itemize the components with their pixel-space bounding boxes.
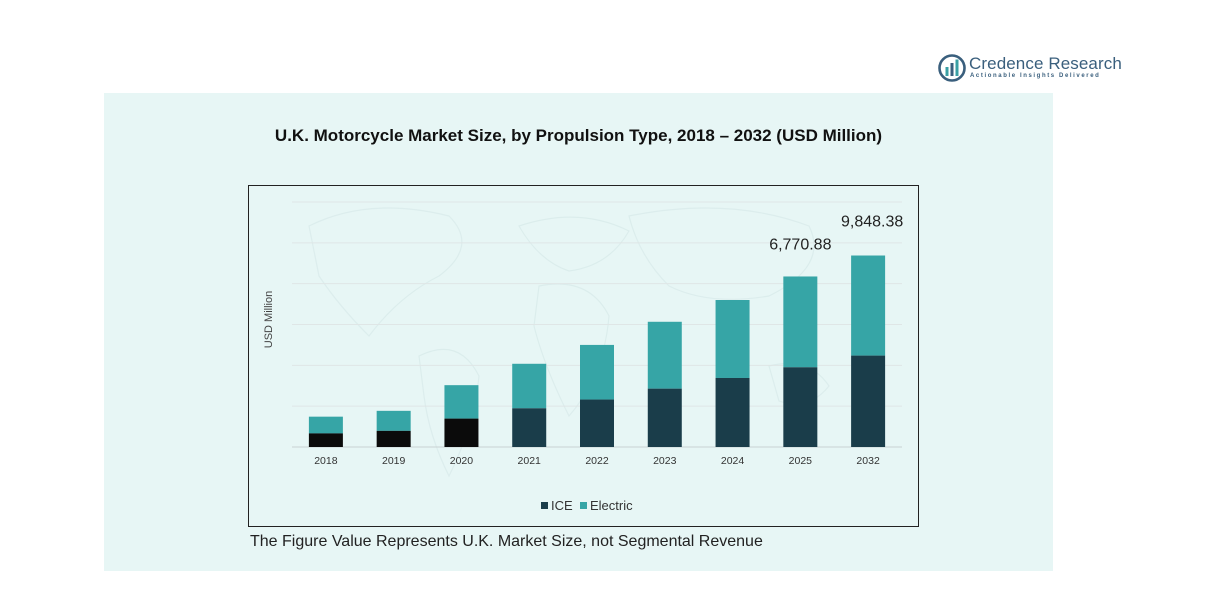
bar-electric-2020: [444, 385, 479, 419]
x-tick-label: 2020: [450, 455, 474, 467]
bar-ice-2019: [376, 430, 411, 447]
bar-electric-2023: [647, 321, 682, 389]
x-tick-label: 2023: [653, 455, 677, 467]
bar-electric-2018: [308, 416, 343, 434]
footnote: The Figure Value Represents U.K. Market …: [250, 533, 763, 550]
chart-panel: U.K. Motorcycle Market Size, by Propulsi…: [104, 93, 1053, 571]
bar-electric-2021: [512, 363, 547, 409]
bar-ice-2023: [647, 388, 682, 447]
bar-ice-2024: [715, 377, 750, 447]
x-tick-label: 2019: [382, 455, 406, 467]
world-map-watermark: [308, 207, 830, 478]
legend-label-electric: Electric: [590, 498, 633, 513]
data-label-2025: 6,770.88: [769, 236, 831, 253]
x-tick-label: 2032: [856, 455, 880, 467]
brand-tagline: Actionable Insights Delivered: [970, 73, 1101, 79]
bar-ice-2021: [512, 408, 547, 447]
logo-mark-icon: [938, 54, 966, 82]
bar-ice-2025: [783, 367, 818, 447]
x-tick-label: 2022: [585, 455, 609, 467]
chart-title: U.K. Motorcycle Market Size, by Propulsi…: [274, 126, 883, 145]
bar-electric-2032: [851, 255, 886, 356]
plot-frame: USD Million 2018 2019 2020 2021 2022 2023 2024 2…: [248, 185, 919, 527]
stacked-bar-chart: USD Million 2018 2019 2020 2021 2022 2023 2024 2…: [263, 201, 903, 513]
bar-ice-2020: [444, 418, 479, 447]
legend-swatch-ice: [541, 502, 548, 509]
y-axis-label: USD Million: [263, 291, 275, 348]
data-label-2032: 9,848.38: [841, 214, 903, 231]
x-tick-label: 2021: [518, 455, 542, 467]
bar-electric-2025: [783, 276, 818, 368]
brand-name: Credence Research: [969, 54, 1122, 73]
brand-logo: Credence Research Actionable Insights De…: [938, 52, 1128, 84]
x-tick-label: 2025: [789, 455, 813, 467]
bar-electric-2019: [376, 410, 411, 431]
bar-ice-2018: [308, 433, 343, 447]
bar-ice-2022: [580, 399, 614, 447]
bar-electric-2022: [580, 344, 614, 400]
legend-label-ice: ICE: [551, 498, 573, 513]
bar-ice-2032: [851, 355, 886, 447]
bar-electric-2024: [715, 300, 750, 378]
x-tick-label: 2018: [314, 455, 338, 467]
legend-swatch-electric: [580, 502, 587, 509]
x-tick-label: 2024: [721, 455, 745, 467]
